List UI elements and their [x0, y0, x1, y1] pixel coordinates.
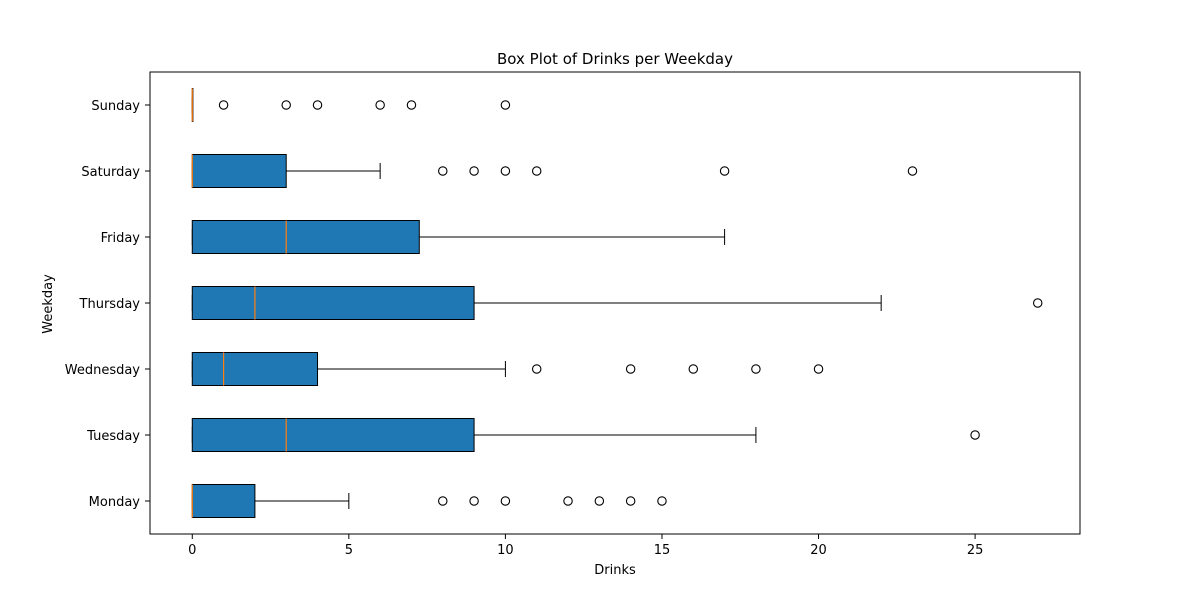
- outlier-point-wednesday: [688, 364, 699, 374]
- outlier-point-saturday: [438, 166, 448, 176]
- y-tick-label-sunday: Sunday: [91, 99, 140, 114]
- outlier-point-monday: [625, 496, 636, 506]
- box-saturday: [191, 154, 287, 188]
- outlier-point-saturday: [531, 166, 542, 176]
- outlier-point-monday: [563, 496, 573, 506]
- outlier-point-sunday: [406, 100, 417, 110]
- outlier-point-sunday: [218, 100, 229, 110]
- x-axis-label: Drinks: [594, 563, 636, 578]
- box-tuesday: [191, 418, 475, 452]
- outlier-point-monday: [469, 496, 479, 506]
- box-monday: [191, 484, 256, 518]
- outlier-point-saturday: [907, 166, 918, 176]
- y-tick-label-thursday: Thursday: [79, 297, 141, 312]
- outlier-point-monday: [500, 496, 511, 506]
- x-tick-label-20: 20: [810, 543, 827, 558]
- outlier-point-wednesday: [625, 364, 636, 374]
- plot-frame: [149, 71, 1081, 535]
- outlier-point-wednesday: [751, 364, 761, 374]
- x-tick-label-5: 5: [345, 543, 353, 558]
- y-tick-label-monday: Monday: [89, 495, 141, 510]
- outlier-point-monday: [657, 496, 667, 506]
- box-friday: [191, 220, 420, 254]
- y-tick-label-tuesday: Tuesday: [86, 429, 140, 444]
- outlier-point-sunday: [500, 100, 511, 110]
- y-tick-label-friday: Friday: [101, 231, 141, 246]
- outlier-point-wednesday: [813, 364, 824, 374]
- outlier-point-wednesday: [531, 364, 542, 374]
- x-tick-label-25: 25: [967, 543, 984, 558]
- box-thursday: [191, 286, 475, 320]
- outlier-point-sunday: [375, 100, 385, 110]
- y-axis-label: Weekday: [41, 274, 56, 334]
- outlier-point-saturday: [500, 166, 511, 176]
- y-tick-label-saturday: Saturday: [81, 165, 140, 180]
- outlier-point-monday: [594, 496, 605, 506]
- chart-title: Box Plot of Drinks per Weekday: [497, 50, 733, 68]
- outlier-point-sunday: [281, 100, 291, 110]
- x-tick-label-0: 0: [188, 543, 196, 558]
- x-tick-label-15: 15: [654, 543, 671, 558]
- x-tick-label-10: 10: [497, 543, 514, 558]
- outlier-point-saturday: [719, 166, 730, 176]
- box-wednesday: [191, 352, 319, 386]
- outlier-point-sunday: [312, 100, 323, 110]
- outlier-point-tuesday: [970, 430, 980, 440]
- y-tick-label-wednesday: Wednesday: [65, 363, 141, 378]
- outlier-point-thursday: [1032, 298, 1043, 308]
- outlier-point-monday: [438, 496, 448, 506]
- plot-area: Monday Tuesday Wednesday Thursday Friday Satu…: [65, 71, 1081, 558]
- outlier-point-saturday: [469, 166, 479, 176]
